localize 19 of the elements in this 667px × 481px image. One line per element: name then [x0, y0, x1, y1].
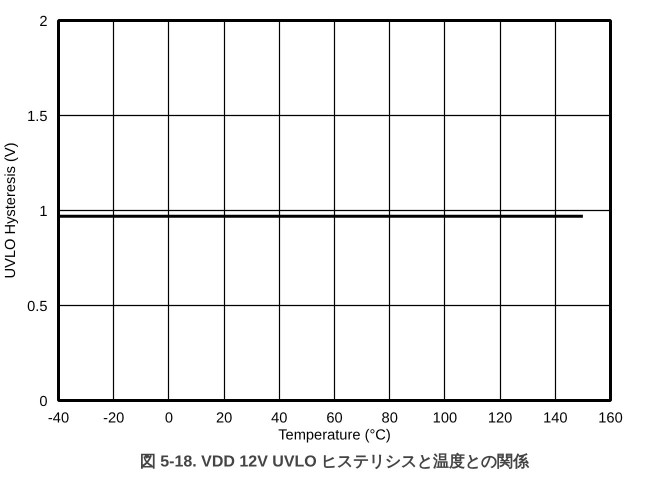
x-tick-label: 140 — [543, 410, 568, 426]
x-tick-label: 60 — [326, 410, 343, 426]
y-tick-label: 2 — [39, 14, 48, 30]
x-tick-label: 160 — [598, 410, 623, 426]
x-tick-label: 40 — [271, 410, 288, 426]
x-tick-label: 120 — [488, 410, 512, 426]
text: 図 5-18. VDD 12V UVLO ヒステリシスと温度との関係 — [140, 452, 530, 470]
y-tick-label: 0 — [39, 394, 48, 410]
x-tick-label: -20 — [103, 410, 124, 426]
y-tick-label: 1 — [39, 204, 48, 220]
x-tick-label: 80 — [382, 410, 398, 426]
x-axis-title: Temperature (°C) — [278, 428, 391, 444]
x-tick-label: 0 — [164, 410, 173, 426]
y-tick-label: 1.5 — [27, 109, 48, 125]
x-tick-label: -40 — [48, 410, 70, 426]
x-tick-label: 100 — [432, 410, 458, 426]
y-tick-label: 0.5 — [27, 299, 48, 315]
x-tick-label: 20 — [216, 410, 232, 426]
y-axis-title: UVLO Hysteresis (V) — [3, 142, 20, 278]
